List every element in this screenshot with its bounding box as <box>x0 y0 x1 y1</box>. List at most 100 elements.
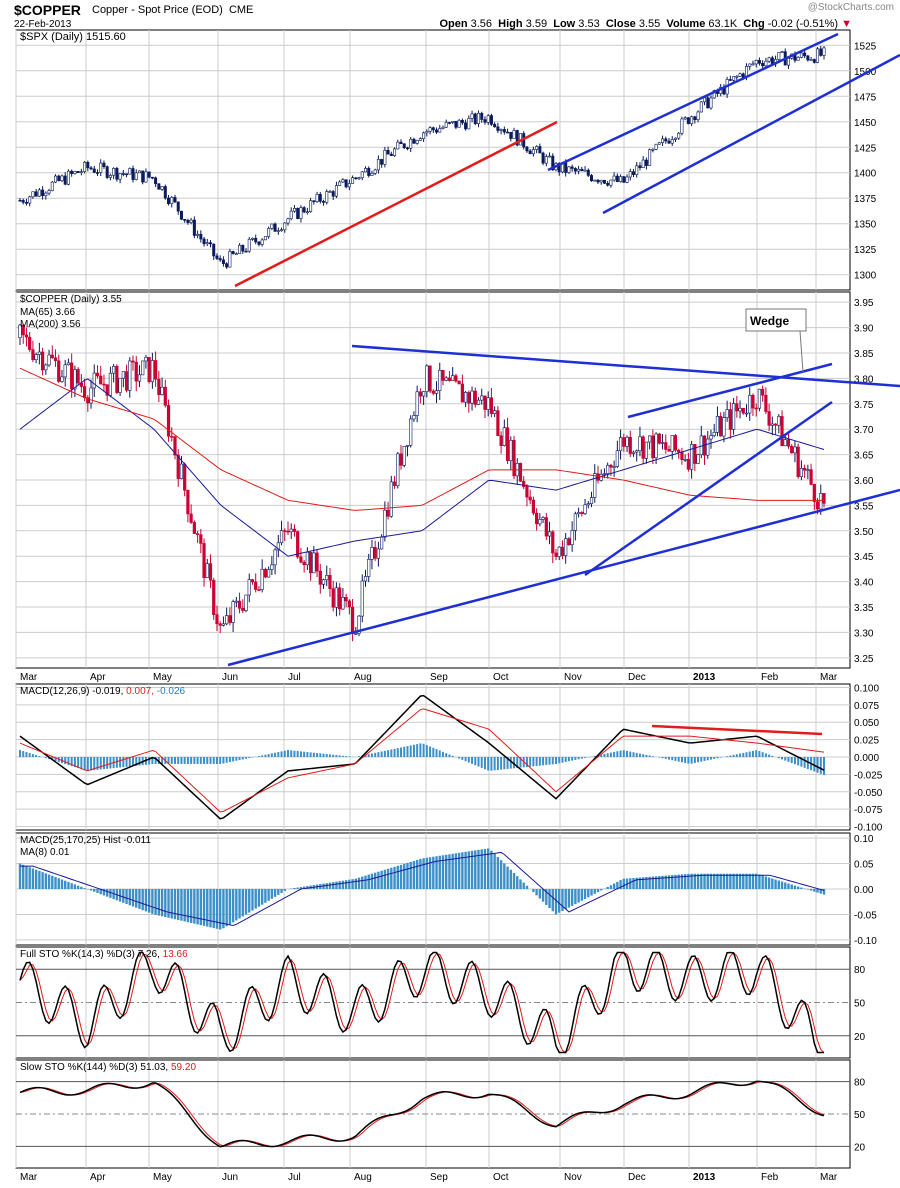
spx-bar <box>247 239 251 252</box>
copper-bar <box>735 403 739 412</box>
macd1-hist-bar <box>125 757 128 767</box>
macd2-hist-bar <box>767 877 771 889</box>
spx-bar <box>328 191 332 193</box>
copper-bar <box>541 517 545 520</box>
month-label: Aug <box>354 672 372 683</box>
macd2-hist-bar <box>31 868 35 889</box>
copper-bar <box>234 600 238 603</box>
copper-bar <box>648 435 652 443</box>
copper-bar <box>602 473 607 475</box>
month-label: 2013 <box>693 1172 716 1183</box>
spx-bar <box>447 122 451 124</box>
copper-bar <box>425 365 429 392</box>
spx-bar <box>748 63 752 67</box>
macd2-hist-bar <box>516 876 519 889</box>
macd2-hist-bar <box>296 887 299 889</box>
copper-bar <box>215 614 219 625</box>
macd2-hist-bar <box>725 873 729 889</box>
copper-bar <box>803 468 807 471</box>
macd1-hist-bar <box>31 754 34 757</box>
wedge-annotation: Wedge <box>750 314 789 328</box>
spx-bar <box>54 175 58 183</box>
macd1-hist-bar <box>387 750 390 757</box>
macd1-hist-bar <box>606 753 609 757</box>
macd2-hist-bar <box>632 878 635 889</box>
macd2-hist-bar <box>664 875 667 889</box>
copper-bar <box>205 563 209 578</box>
macd2-hist-bar <box>519 879 522 889</box>
copper-bar <box>761 388 765 396</box>
macd1-tick: 0.025 <box>854 736 879 747</box>
copper-bar <box>673 435 678 451</box>
macd2-hist-bar <box>490 850 493 889</box>
macd2-hist-bar <box>784 882 787 889</box>
copper-bar <box>593 473 597 498</box>
macd1-hist-bar <box>542 757 545 766</box>
macd1-hist-bar <box>219 757 222 764</box>
macd2-hist-bar <box>774 879 777 889</box>
macd1-tick: -0.075 <box>854 805 883 816</box>
spx-bar <box>638 165 642 168</box>
macd2-hist-bar <box>83 888 86 889</box>
macd1-hist-bar <box>693 757 696 763</box>
copper-bar <box>37 351 41 355</box>
macd2-hist-bar <box>587 889 590 898</box>
spx-bar <box>703 97 707 103</box>
spx-bar <box>570 166 574 169</box>
macd1-hist-bar <box>319 753 322 757</box>
spx-bar <box>531 149 535 155</box>
macd1-hist-bar <box>267 754 270 757</box>
ssto-tick: 50 <box>854 1110 866 1121</box>
macd2-hist-bar <box>212 889 215 929</box>
macd2-hist-bar <box>80 886 83 889</box>
macd1-hist-bar <box>813 757 816 772</box>
copper-bar <box>305 551 309 566</box>
macd2-hist-bar <box>641 877 645 889</box>
macd2-hist-bar <box>357 877 361 889</box>
macd2-hist-bar <box>380 870 383 889</box>
macd2-hist-bar <box>306 886 309 889</box>
macd2-hist-bar <box>425 857 429 889</box>
macd1-hist-bar <box>561 757 564 763</box>
spx-bar <box>209 242 213 245</box>
spx-bar <box>299 207 303 219</box>
macd1-hist-bar <box>109 757 112 769</box>
spx-tick: 1325 <box>854 245 877 256</box>
macd2-hist-bar <box>503 863 506 889</box>
macd1-hist-bar <box>119 757 122 768</box>
copper-bar <box>670 435 674 452</box>
macd2-hist-bar <box>25 865 28 889</box>
macd2-hist-bar <box>118 889 122 902</box>
copper-bar <box>544 517 548 537</box>
macd2-hist-bar <box>496 857 500 889</box>
macd1-hist-bar <box>287 750 289 757</box>
spx-bar <box>451 120 455 123</box>
month-label: Aug <box>354 1172 372 1183</box>
wedge-callout-box <box>745 308 807 332</box>
copper-tick: 3.45 <box>854 552 874 563</box>
macd2-hist-bar <box>525 885 529 889</box>
copper-bar <box>66 362 71 366</box>
copper-bar <box>493 410 497 414</box>
copper-bar <box>664 442 668 450</box>
macd2-hist-bar <box>160 889 164 917</box>
macd1-hist-bar <box>299 751 302 757</box>
copper-bar <box>573 513 577 531</box>
macd2-hist-bar <box>125 889 128 905</box>
copper-bar <box>586 503 590 506</box>
copper-bar <box>315 552 319 572</box>
spx-bar <box>302 207 306 213</box>
macd1-hist-bar <box>645 754 648 757</box>
macd2-hist-bar <box>438 855 441 889</box>
spx-bar <box>176 201 180 212</box>
copper-bar <box>567 538 571 545</box>
macd1-hist-bar <box>697 757 700 763</box>
macd1-hist-bar <box>438 750 441 757</box>
macd1-hist-bar <box>341 755 344 757</box>
spx-bar <box>648 149 652 166</box>
chart-header: $COPPER Copper - Spot Price (EOD) CME 22… <box>0 0 900 36</box>
macd1-hist-bar <box>509 757 512 769</box>
macd2-hist-bar <box>302 886 306 889</box>
copper-bar <box>631 451 636 454</box>
spx-bar <box>389 153 393 156</box>
